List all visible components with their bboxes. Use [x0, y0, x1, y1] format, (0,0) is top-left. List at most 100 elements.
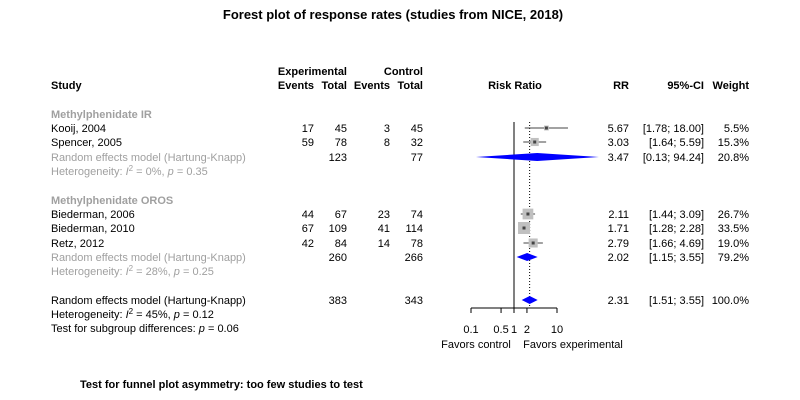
pooled-exp-total: 123 [329, 152, 347, 164]
rr-value: 2.79 [608, 238, 629, 250]
x-axis-tick-label: 2 [524, 324, 530, 336]
pooled-exp-total: 260 [329, 252, 347, 264]
exp-total: 78 [335, 137, 347, 149]
rr-value: 3.03 [608, 137, 629, 149]
het-p-symbol: p [173, 266, 180, 278]
ctrl-events: 23 [378, 209, 390, 221]
exp-events: 59 [302, 137, 314, 149]
group-label: Methylphenidate IR [51, 109, 152, 121]
weight-value: 26.7% [718, 209, 749, 221]
overall-label: Random effects model (Hartung-Knapp) [51, 295, 246, 307]
exp-events: 42 [302, 238, 314, 250]
het-i2-superscript: 2 [129, 164, 134, 173]
pooled-ci: [1.15; 3.55] [649, 252, 704, 264]
chart-title: Forest plot of response rates (studies f… [223, 7, 563, 22]
het-i2-value: = 0%, [133, 166, 168, 178]
ctrl-total: 114 [405, 223, 423, 235]
axis-label-right: Favors experimental [523, 339, 623, 351]
overall-rr: 2.31 [608, 295, 629, 307]
exp-total: 67 [335, 209, 347, 221]
pooled-weight: 20.8% [718, 152, 749, 164]
header-control: Control [384, 66, 423, 78]
x-axis-tick-label: 0.1 [463, 324, 478, 336]
ci-value: [1.66; 4.69] [649, 238, 704, 250]
point-estimate [544, 126, 548, 130]
group-label: Methylphenidate OROS [51, 195, 173, 207]
heterogeneity-text: Heterogeneity: I2 = 0%, p = 0.35 [51, 164, 208, 178]
subgroup-diamond [475, 153, 599, 161]
het-p-value: = 0.35 [174, 166, 208, 178]
rr-value: 5.67 [608, 123, 629, 135]
het-i2-superscript: 2 [129, 264, 134, 273]
point-estimate [531, 241, 535, 245]
het-prefix: Heterogeneity: [51, 166, 126, 178]
header-study: Study [51, 80, 82, 92]
ctrl-events: 41 [378, 223, 390, 235]
header-ctrl-total: Total [398, 80, 423, 92]
x-axis-tick-label: 1 [511, 324, 517, 336]
het-prefix: Heterogeneity: [51, 309, 126, 321]
study-name: Biederman, 2006 [51, 209, 135, 221]
weight-value: 15.3% [718, 137, 749, 149]
pooled-rr: 2.02 [608, 252, 629, 264]
ci-value: [1.78; 18.00] [643, 123, 704, 135]
header-ci: 95%-CI [667, 80, 704, 92]
het-i2-symbol: I [126, 309, 129, 321]
exp-events: 44 [302, 209, 314, 221]
overall-ctrl-total: 343 [405, 295, 423, 307]
overall-heterogeneity: Heterogeneity: I2 = 45%, p = 0.12 [51, 307, 214, 321]
overall-weight: 100.0% [712, 295, 750, 307]
het-p-value: = 0.12 [180, 309, 214, 321]
het-i2-value: = 28%, [133, 266, 174, 278]
rr-value: 1.71 [608, 223, 629, 235]
header-exp-total: Total [322, 80, 347, 92]
header-weight: Weight [713, 80, 750, 92]
overall-exp-total: 383 [329, 295, 347, 307]
exp-events: 67 [302, 223, 314, 235]
het-p-symbol: p [167, 166, 174, 178]
pooled-rr: 3.47 [608, 152, 629, 164]
plot-marks: 0.1 0.5 1 2 10 [463, 122, 599, 336]
pooled-weight: 79.2% [718, 252, 749, 264]
pooled-label: Random effects model (Hartung-Knapp) [51, 252, 246, 264]
ctrl-total: 74 [411, 209, 423, 221]
header-ctrl-events: Events [354, 80, 390, 92]
study-name: Biederman, 2010 [51, 223, 135, 235]
pooled-label: Random effects model (Hartung-Knapp) [51, 152, 246, 164]
point-estimate [526, 212, 530, 216]
ctrl-total: 45 [411, 123, 423, 135]
axis-label-left: Favors control [441, 339, 511, 351]
study-name: Kooij, 2004 [51, 123, 106, 135]
subgroup-diamond [516, 253, 538, 261]
exp-total: 109 [329, 223, 347, 235]
het-i2-symbol: I [126, 266, 129, 278]
heterogeneity-text: Heterogeneity: I2 = 28%, p = 0.25 [51, 264, 214, 278]
ci-value: [1.64; 5.59] [649, 137, 704, 149]
study-name: Spencer, 2005 [51, 137, 122, 149]
weight-value: 33.5% [718, 223, 749, 235]
header-risk-ratio: Risk Ratio [488, 80, 542, 92]
ctrl-total: 32 [411, 137, 423, 149]
het-p-value: = 0.25 [180, 266, 214, 278]
subgroup-test-prefix: Test for subgroup differences: [51, 323, 199, 335]
subgroup-test-p-symbol: p [198, 323, 205, 335]
ctrl-events: 14 [378, 238, 390, 250]
het-i2-superscript: 2 [129, 307, 134, 316]
study-name: Retz, 2012 [51, 238, 104, 250]
rr-value: 2.11 [608, 209, 629, 221]
exp-total: 84 [335, 238, 347, 250]
weight-value: 5.5% [724, 123, 749, 135]
overall-ci: [1.51; 3.55] [649, 295, 704, 307]
exp-events: 17 [302, 123, 314, 135]
ci-value: [1.44; 3.09] [649, 209, 704, 221]
header-exp-events: Events [278, 80, 314, 92]
footnote: Test for funnel plot asymmetry: too few … [80, 379, 363, 391]
point-estimate [522, 226, 526, 230]
header-rr: RR [613, 80, 629, 92]
subgroup-test-p-value: = 0.06 [205, 323, 239, 335]
exp-total: 45 [335, 123, 347, 135]
pooled-ctrl-total: 77 [411, 152, 423, 164]
x-axis-tick-label: 0.5 [493, 324, 508, 336]
